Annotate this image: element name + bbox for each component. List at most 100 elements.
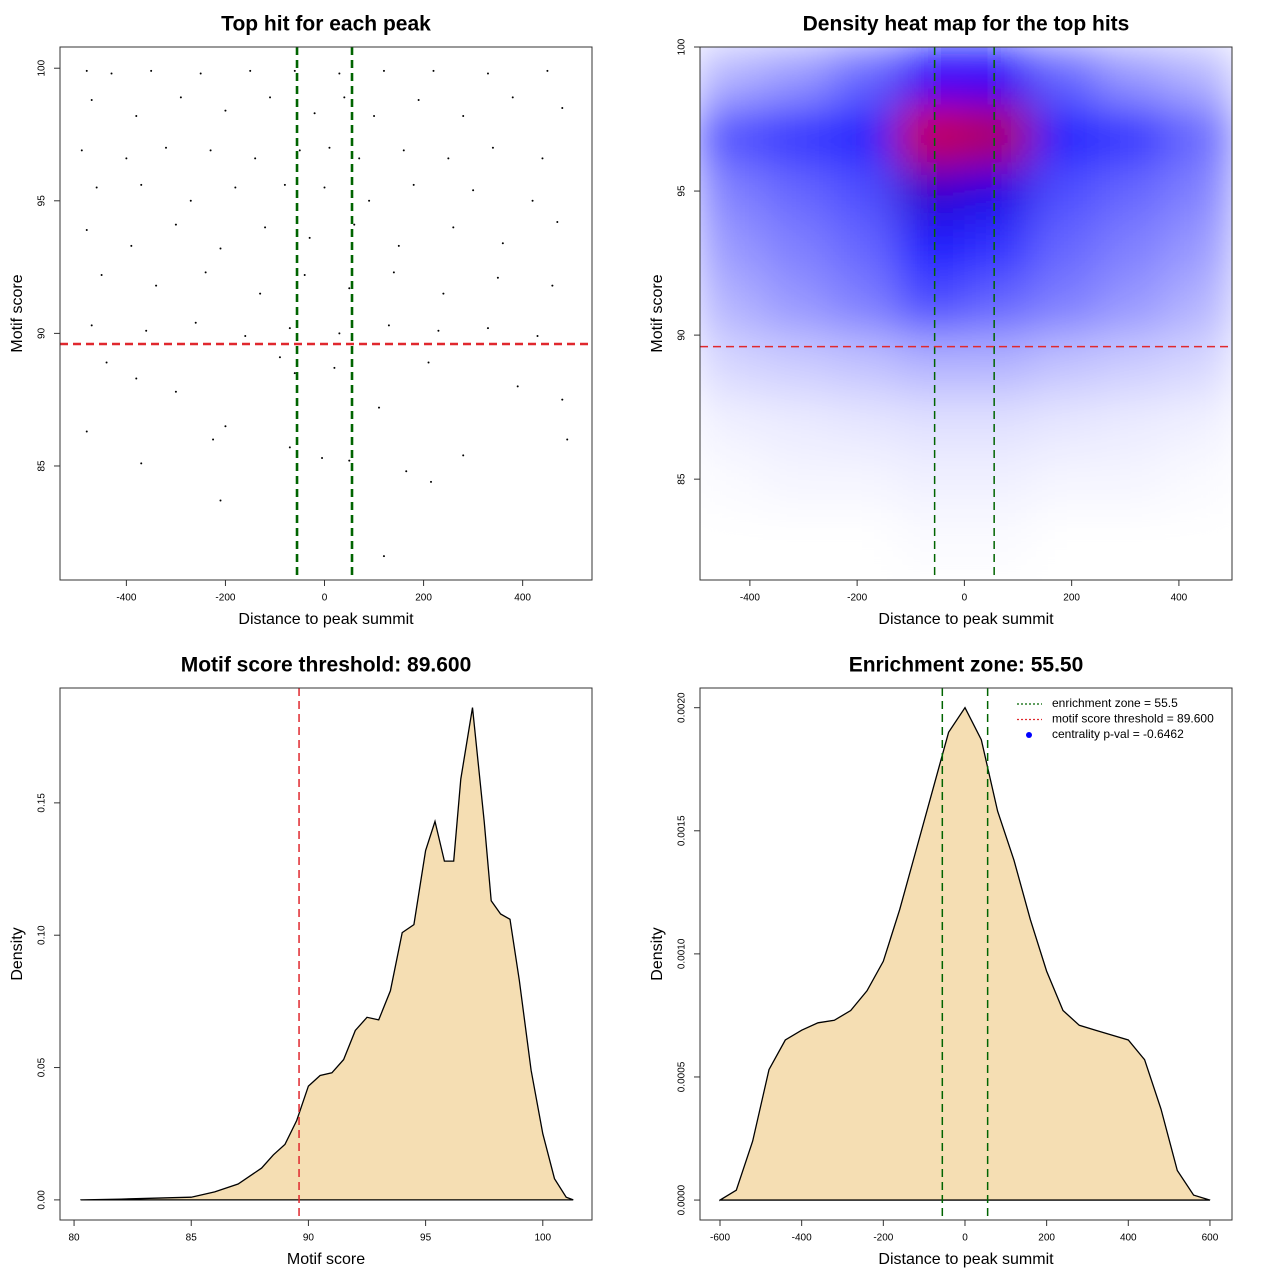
point: [531, 199, 534, 202]
point: [313, 112, 316, 115]
heat-cell: [897, 219, 965, 278]
point: [90, 99, 93, 102]
x-tick-label: -600: [710, 1233, 730, 1244]
chart-title: Motif score threshold: 89.600: [181, 654, 472, 677]
x-tick-label: 200: [415, 593, 432, 604]
heat-cell: [700, 335, 764, 394]
heat-cell: [1031, 335, 1099, 394]
point: [244, 335, 247, 338]
heat-cell: [897, 507, 965, 567]
x-tick-label: 0: [962, 1233, 968, 1244]
point: [145, 329, 148, 332]
point: [486, 327, 489, 330]
heat-cell: [964, 507, 1032, 567]
point: [378, 406, 381, 409]
heat-cell: [1031, 392, 1099, 451]
heat-cell: [964, 450, 1032, 509]
x-tick-label: 600: [1202, 1233, 1219, 1244]
point: [321, 457, 324, 460]
point: [150, 69, 153, 72]
heat-cell: [700, 392, 764, 451]
heat-cell: [1031, 450, 1099, 509]
point: [338, 72, 341, 75]
point: [338, 332, 341, 335]
heat-cell: [700, 277, 764, 336]
point: [412, 183, 415, 186]
heat-cell: [830, 507, 898, 567]
point: [561, 106, 564, 109]
heat-cell: [897, 277, 965, 336]
heat-cell: [830, 450, 898, 509]
y-tick-label: 100: [37, 59, 48, 76]
heat-cell: [700, 162, 764, 221]
panel: 80 85 90 95 100 0.00 0.05 0.10 0.15 Motif score t…: [9, 654, 593, 1268]
y-axis-label: Motif score: [9, 274, 26, 352]
legend-label: centrality p-val = -0.6462: [1052, 727, 1184, 741]
panel: -400 -200 0 200 400 85 90 95 100 Top hit for each…: [9, 13, 593, 628]
heat-cell: [1031, 162, 1099, 221]
x-tick-label: -200: [215, 593, 235, 604]
heat-cell: [964, 277, 1032, 336]
point: [85, 430, 88, 433]
legend-label: motif score threshold = 89.600: [1052, 712, 1214, 726]
heat-cell: [1165, 104, 1232, 163]
y-tick-label: 0.0015: [677, 815, 688, 846]
heat-cell: [1165, 335, 1232, 394]
point: [333, 366, 336, 369]
point: [373, 114, 376, 117]
point: [516, 385, 519, 388]
point: [259, 292, 262, 295]
point: [462, 454, 465, 457]
heat-cell: [964, 392, 1032, 451]
chart-title: Top hit for each peak: [221, 13, 431, 36]
y-tick-label: 0.0010: [677, 938, 688, 969]
heat-cell: [1165, 219, 1232, 278]
point: [437, 329, 440, 332]
point: [288, 446, 291, 449]
point: [288, 327, 291, 330]
point: [496, 276, 499, 279]
point: [382, 555, 385, 558]
x-tick-label: 400: [1171, 593, 1188, 604]
y-tick-label: 100: [677, 38, 688, 55]
heat-cell: [964, 47, 1032, 106]
point: [283, 183, 286, 186]
y-axis-label: Density: [649, 927, 666, 980]
plot-area: [60, 47, 592, 580]
point: [212, 438, 215, 441]
y-tick-label: 0.10: [37, 925, 48, 945]
point: [397, 244, 400, 247]
point: [358, 157, 361, 160]
x-tick-label: -400: [792, 1233, 812, 1244]
heat-cell: [763, 450, 831, 509]
density-area: [80, 707, 574, 1201]
point: [179, 96, 182, 99]
heat-cell: [1098, 507, 1166, 567]
legend-label: enrichment zone = 55.5: [1052, 696, 1178, 710]
point: [224, 109, 227, 112]
point: [95, 186, 98, 189]
x-tick-label: 95: [420, 1233, 432, 1244]
heat-cell: [897, 162, 965, 221]
point: [392, 271, 395, 274]
heat-cell: [700, 450, 764, 509]
point: [501, 242, 504, 245]
x-tick-label: 0: [962, 593, 968, 604]
heat-cell: [1098, 219, 1166, 278]
point: [551, 284, 554, 287]
chart-title: Enrichment zone: 55.50: [849, 654, 1084, 677]
point: [328, 146, 331, 149]
point: [130, 244, 133, 247]
heat-cell: [763, 277, 831, 336]
panel: -400 -200 0 200 400 85 90 95 100 Density heat map…: [649, 13, 1233, 628]
heat-cell: [1098, 47, 1166, 106]
point: [387, 324, 390, 327]
x-axis-label: Distance to peak summit: [878, 1251, 1054, 1268]
plot-area: [80, 688, 574, 1220]
point: [348, 287, 351, 290]
density-area: [719, 706, 1211, 1202]
point: [189, 199, 192, 202]
x-axis-label: Distance to peak summit: [238, 611, 414, 628]
heat-cell: [1098, 450, 1166, 509]
point: [462, 114, 465, 117]
